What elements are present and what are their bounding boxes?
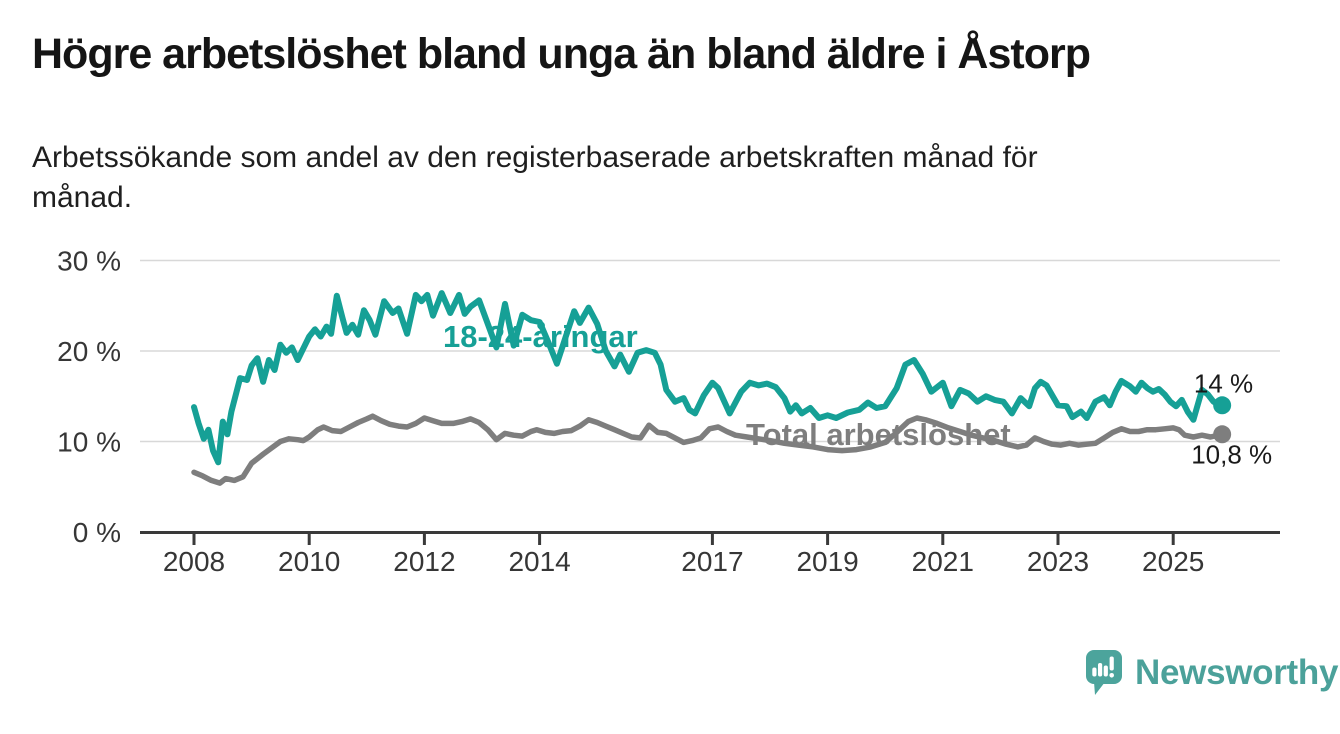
end-dot-youth xyxy=(1213,396,1232,415)
y-tick-label: 10 % xyxy=(57,427,121,458)
series-line-total xyxy=(191,413,1225,486)
chart-subtitle: Arbetssökande som andel av den registerb… xyxy=(32,138,1292,218)
x-tick-label: 2014 xyxy=(508,546,570,577)
newsworthy-logo: Newsworthy xyxy=(1086,650,1338,696)
page-title: Högre arbetslöshet bland unga än bland ä… xyxy=(32,30,1091,78)
series-label-youth: 18-24-åringar xyxy=(443,319,638,354)
x-tick-label: 2025 xyxy=(1142,546,1204,577)
y-tick-label: 30 % xyxy=(57,246,121,277)
newsworthy-speech-bubble-icon xyxy=(1086,650,1122,695)
brand-name: Newsworthy xyxy=(1135,653,1339,692)
chart-subtitle-line2: månad. xyxy=(32,181,133,214)
x-tick-label: 2021 xyxy=(912,546,974,577)
end-value-label-youth: 14 % xyxy=(1194,368,1253,398)
x-tick-label: 2017 xyxy=(681,546,743,577)
end-value-label-total: 10,8 % xyxy=(1191,439,1272,469)
y-tick-label: 0 % xyxy=(73,517,121,548)
series-line-youth xyxy=(191,290,1226,466)
x-tick-label: 2010 xyxy=(278,546,340,577)
end-dot-total xyxy=(1213,425,1232,444)
chart-subtitle-line1: Arbetssökande som andel av den registerb… xyxy=(32,141,1038,174)
y-tick-label: 20 % xyxy=(57,336,121,367)
unemployment-line-chart: 2008 2010 2012 2014 2017 2019 2021 2023 2025 0 % 1… xyxy=(57,246,1280,577)
x-tick-label: 2019 xyxy=(796,546,858,577)
x-tick-label: 2023 xyxy=(1027,546,1089,577)
x-tick-label: 2008 xyxy=(163,546,225,577)
series-label-total: Total arbetslöshet xyxy=(746,417,1011,452)
x-tick-label: 2012 xyxy=(393,546,455,577)
